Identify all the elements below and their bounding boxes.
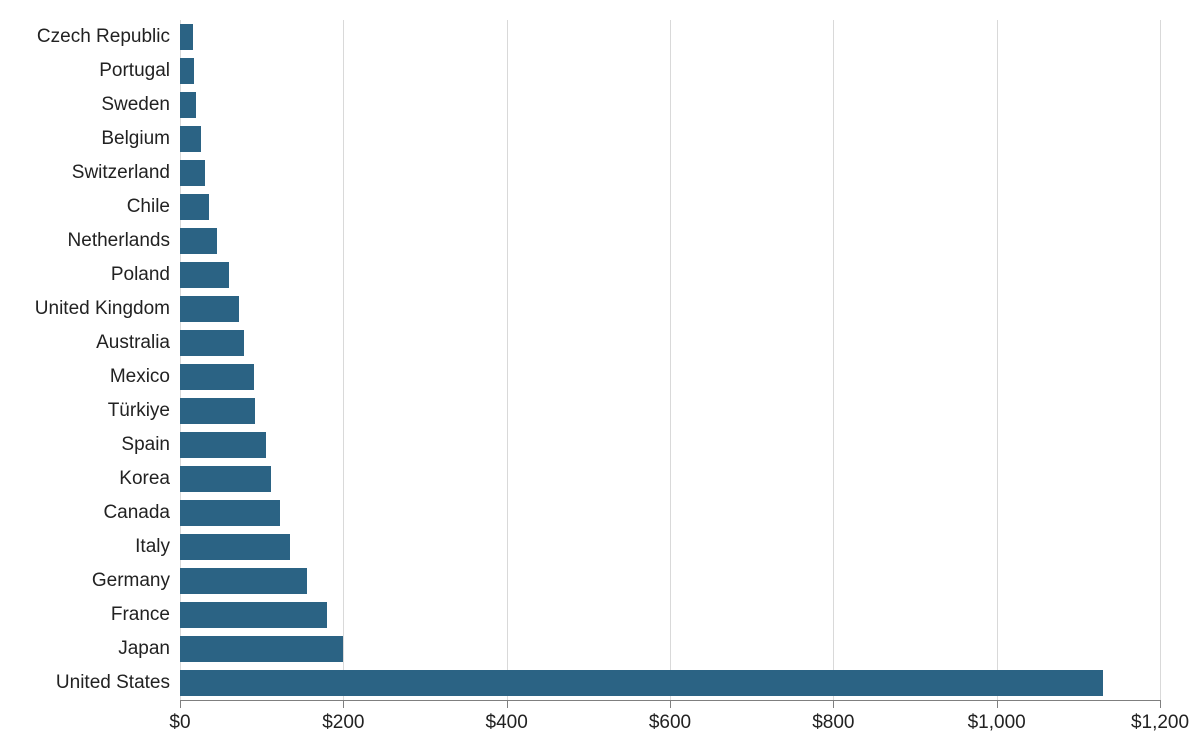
- x-axis-tick-label: $200: [322, 712, 364, 734]
- y-axis-category-label: United Kingdom: [35, 298, 170, 320]
- bar: [180, 262, 229, 288]
- y-axis-category-label: Australia: [96, 332, 170, 354]
- bar: [180, 58, 194, 84]
- y-axis-category-label: France: [111, 604, 170, 626]
- y-axis-category-label: Germany: [92, 570, 170, 592]
- y-axis-category-label: Korea: [119, 468, 170, 490]
- gridline: [180, 20, 181, 700]
- x-axis-line: [180, 700, 1160, 701]
- gridline: [1160, 20, 1161, 700]
- x-axis-tick-label: $1,200: [1131, 712, 1189, 734]
- y-axis-category-label: Sweden: [101, 94, 170, 116]
- y-axis-category-label: Portugal: [99, 60, 170, 82]
- country-spending-bar-chart: Czech Republic Portugal Sweden Belgium Switz…: [0, 0, 1200, 750]
- y-axis-category-label: Canada: [103, 502, 170, 524]
- y-axis-category-label: Switzerland: [72, 162, 170, 184]
- x-tick: [670, 700, 671, 708]
- bar: [180, 160, 205, 186]
- bar: [180, 670, 1103, 696]
- bar: [180, 568, 307, 594]
- y-axis-category-label: Poland: [111, 264, 170, 286]
- bar: [180, 500, 280, 526]
- x-axis-tick-label: $400: [486, 712, 528, 734]
- bar: [180, 126, 201, 152]
- bar: [180, 364, 254, 390]
- bar: [180, 194, 209, 220]
- x-tick: [343, 700, 344, 708]
- y-axis-category-label: United States: [56, 672, 170, 694]
- x-tick: [180, 700, 181, 708]
- y-axis-category-label: Japan: [118, 638, 170, 660]
- y-axis-category-label: Czech Republic: [37, 26, 170, 48]
- gridline: [343, 20, 344, 700]
- x-tick: [1160, 700, 1161, 708]
- gridline: [997, 20, 998, 700]
- y-axis-category-label: Spain: [121, 434, 170, 456]
- bar: [180, 398, 255, 424]
- x-tick: [507, 700, 508, 708]
- gridline: [833, 20, 834, 700]
- x-axis-tick-label: $600: [649, 712, 691, 734]
- gridline: [507, 20, 508, 700]
- y-axis-category-label: Mexico: [110, 366, 170, 388]
- x-axis-tick-label: $1,000: [968, 712, 1026, 734]
- bar: [180, 466, 271, 492]
- bar: [180, 534, 290, 560]
- bar: [180, 432, 266, 458]
- bar: [180, 330, 244, 356]
- plot-area: [180, 20, 1160, 700]
- y-axis-category-label: Chile: [127, 196, 170, 218]
- bar: [180, 228, 217, 254]
- x-axis-tick-label: $0: [169, 712, 190, 734]
- bar: [180, 92, 196, 118]
- bar: [180, 636, 343, 662]
- bar: [180, 602, 327, 628]
- bar: [180, 296, 239, 322]
- y-axis-category-label: Belgium: [101, 128, 170, 150]
- y-axis-category-label: Netherlands: [68, 230, 170, 252]
- y-axis-category-label: Türkiye: [108, 400, 170, 422]
- bar: [180, 24, 193, 50]
- gridline: [670, 20, 671, 700]
- x-tick: [833, 700, 834, 708]
- x-tick: [997, 700, 998, 708]
- x-axis-tick-label: $800: [812, 712, 854, 734]
- y-axis-category-label: Italy: [135, 536, 170, 558]
